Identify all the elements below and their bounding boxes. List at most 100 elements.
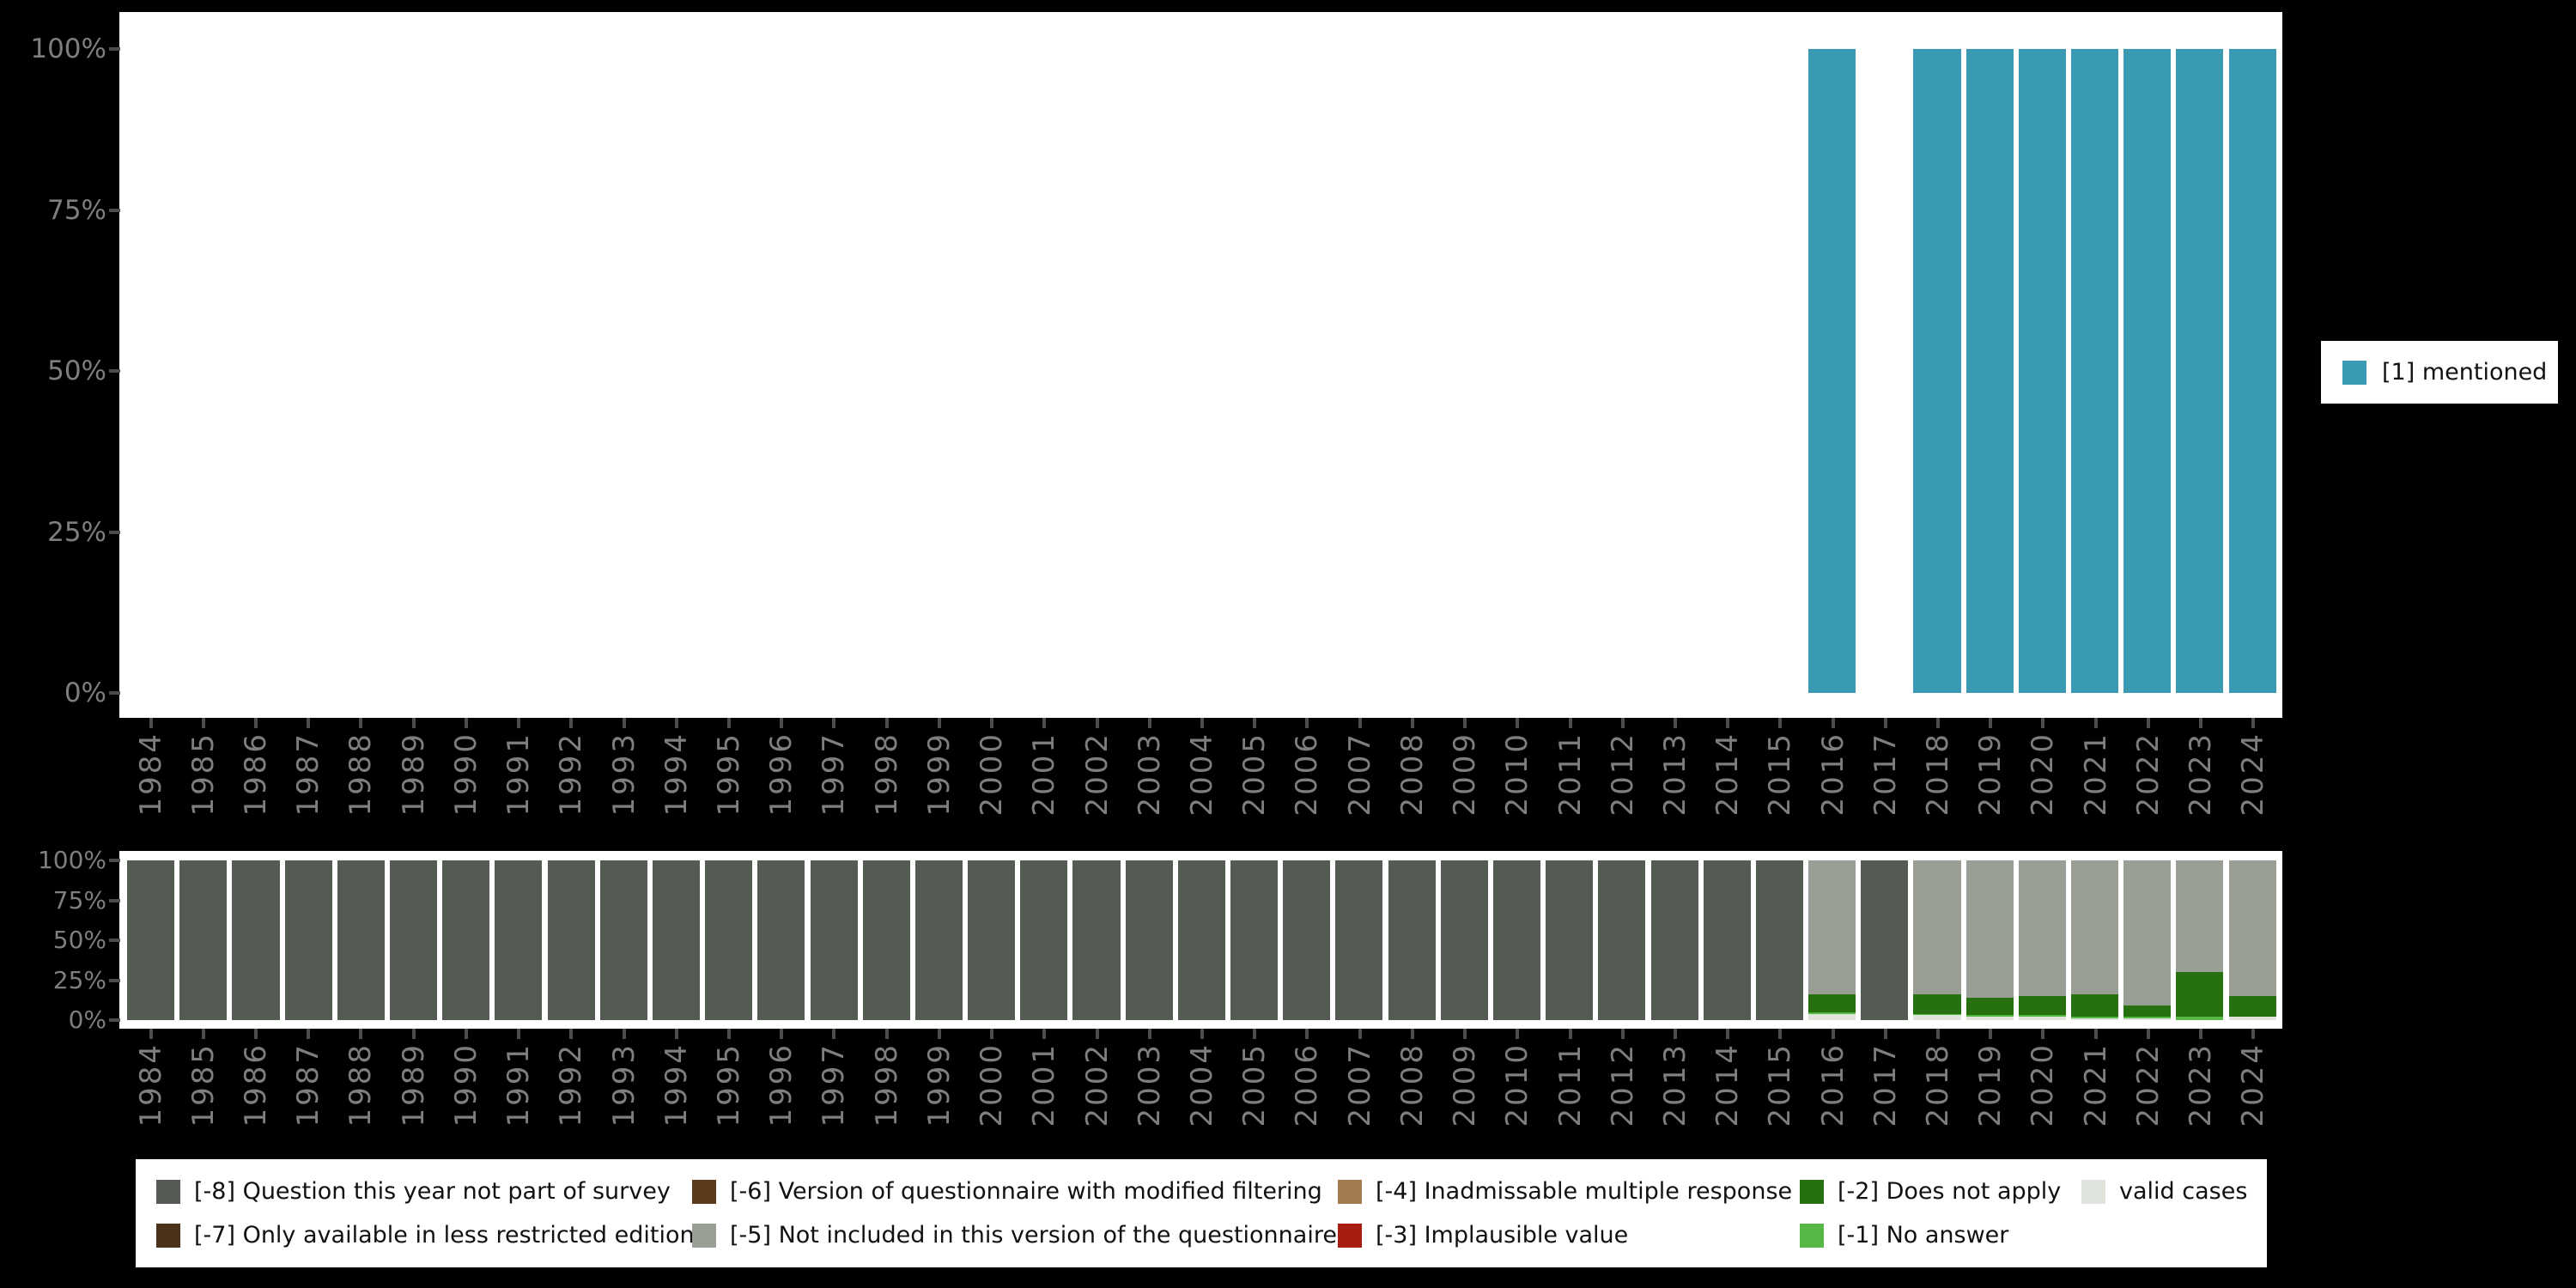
- x-tick-cell: [1123, 1029, 1176, 1039]
- x-label-cell: 2002: [1071, 1042, 1123, 1144]
- bottom-legend-grid: [-8] Question this year not part of surv…: [156, 1170, 2267, 1257]
- x-label-cell: 2014: [1702, 1042, 1754, 1144]
- bar-slot-2021: [2069, 49, 2121, 693]
- stack-slot-2015: [1753, 860, 1806, 1020]
- x-label-2022: 2022: [2130, 1042, 2166, 1127]
- bottom-x-axis-labels: 1984 1985 1986 1987 1988 1989 1990 1991 1992 1993…: [125, 1042, 2280, 1144]
- x-tick: [307, 718, 311, 728]
- x-tick-cell: [1071, 1029, 1123, 1039]
- x-label-2020: 2020: [2026, 732, 2061, 817]
- stack-slot-1996: [755, 860, 807, 1020]
- stack-1991: [495, 860, 543, 1020]
- segment: [442, 860, 490, 1020]
- x-tick-cell: [2175, 1029, 2227, 1039]
- x-label-1991: 1991: [501, 732, 537, 817]
- segment: [757, 860, 805, 1020]
- x-tick-cell: [1176, 1029, 1228, 1039]
- bar-slot-1992: [545, 49, 598, 693]
- bar-slot-1991: [492, 49, 544, 693]
- x-tick-cell: [1702, 1029, 1754, 1039]
- segment: [914, 860, 963, 1020]
- x-label-cell: 1991: [493, 1042, 545, 1144]
- x-label-2020: 2020: [2026, 1042, 2061, 1127]
- stack-2011: [1546, 860, 1594, 1020]
- x-label-cell: 2001: [1018, 1042, 1071, 1144]
- stack-2014: [1703, 860, 1751, 1020]
- x-label-cell: 2019: [1965, 732, 2017, 833]
- bar-slot-1985: [177, 49, 229, 693]
- x-tick: [2146, 718, 2150, 728]
- x-tick: [884, 1029, 889, 1039]
- bar-slot-2018: [1911, 49, 1963, 693]
- stack-slot-1997: [807, 860, 860, 1020]
- y-label-25: 25%: [47, 516, 106, 548]
- x-label-cell: 1994: [650, 732, 702, 833]
- y-tick: [109, 978, 120, 982]
- stack-1990: [442, 860, 490, 1020]
- x-label-1985: 1985: [185, 1042, 221, 1127]
- y-label-75: 75%: [52, 885, 106, 914]
- bar-2019: [1965, 49, 2014, 693]
- segment: [2123, 1005, 2172, 1018]
- x-tick: [622, 1029, 626, 1039]
- x-tick-cell: [229, 1029, 282, 1039]
- x-label-cell: 1992: [545, 732, 598, 833]
- x-label-cell: 1995: [702, 1042, 755, 1144]
- legend-label: [-5] Not included in this version of the…: [730, 1222, 1337, 1249]
- x-tick-cell: [1438, 718, 1491, 728]
- segment: [599, 860, 647, 1020]
- x-tick: [1305, 718, 1309, 728]
- segment: [1808, 994, 1856, 1012]
- x-label-cell: 2019: [1965, 1042, 2017, 1144]
- segment: [1440, 860, 1488, 1020]
- x-tick: [1410, 718, 1414, 728]
- top-legend-label: [1] mentioned: [2382, 359, 2548, 386]
- x-label-2003: 2003: [1132, 1042, 1167, 1127]
- segment: [1546, 860, 1594, 1020]
- x-tick: [1989, 1029, 1993, 1039]
- segment: [1650, 860, 1698, 1020]
- x-tick-cell: [1492, 718, 1544, 728]
- x-tick: [674, 718, 678, 728]
- x-tick-cell: [1544, 1029, 1596, 1039]
- bar-slot-2006: [1280, 49, 1333, 693]
- stack-2013: [1650, 860, 1698, 1020]
- y-tick: [109, 530, 120, 534]
- x-label-cell: 1999: [913, 1042, 965, 1144]
- x-tick: [1673, 718, 1677, 728]
- stack-slot-1998: [860, 860, 913, 1020]
- x-label-2010: 2010: [1500, 732, 1535, 817]
- segment: [1230, 860, 1279, 1020]
- legend-item: [-7] Only available in less restricted e…: [156, 1213, 695, 1257]
- x-label-cell: 2022: [2122, 1042, 2174, 1144]
- stack-2024: [2228, 860, 2276, 1020]
- x-label-cell: 2021: [2069, 1042, 2122, 1144]
- bar-slot-2003: [1123, 49, 1176, 693]
- legend-item: [-6] Version of questionnaire with modif…: [692, 1170, 1338, 1213]
- x-tick-cell: [966, 718, 1018, 728]
- x-label-cell: 2023: [2175, 732, 2227, 833]
- x-label-2001: 2001: [1027, 1042, 1062, 1127]
- segment: [2123, 1017, 2172, 1019]
- y-tick: [109, 691, 120, 695]
- x-label-1988: 1988: [343, 1042, 379, 1127]
- bar-slot-1987: [283, 49, 335, 693]
- bar-slot-1996: [755, 49, 807, 693]
- x-tick-cell: [1018, 1029, 1071, 1039]
- segment: [232, 860, 280, 1020]
- x-tick-cell: [1911, 1029, 1964, 1039]
- x-tick-cell: [1229, 718, 1281, 728]
- x-label-1998: 1998: [869, 732, 904, 817]
- x-tick: [464, 1029, 468, 1039]
- x-tick: [517, 718, 521, 728]
- x-label-cell: 2009: [1438, 1042, 1491, 1144]
- x-tick: [517, 1029, 521, 1039]
- x-tick-cell: [598, 718, 650, 728]
- bar-slot-2023: [2173, 49, 2226, 693]
- segment: [337, 860, 385, 1020]
- bar-2016: [1808, 49, 1856, 693]
- x-tick-cell: [1596, 718, 1649, 728]
- y-tick: [109, 859, 120, 862]
- stack-slot-2019: [1964, 860, 2016, 1020]
- x-label-1996: 1996: [764, 1042, 799, 1127]
